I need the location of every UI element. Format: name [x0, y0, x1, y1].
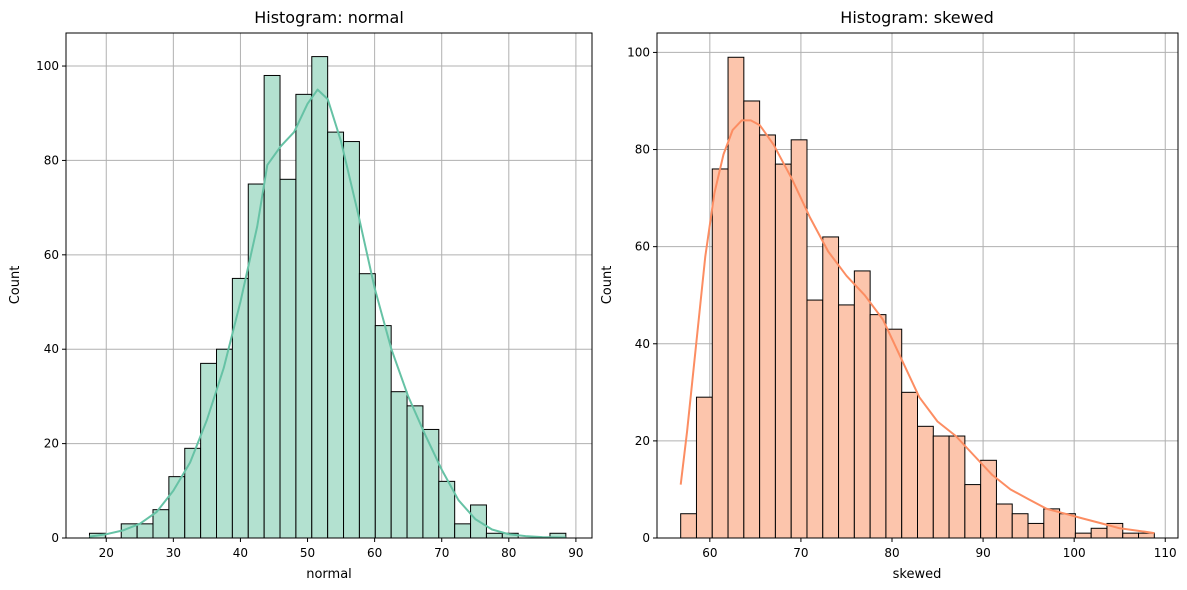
histogram-bar: [311, 56, 329, 539]
histogram-bar: [1027, 522, 1045, 539]
histogram-bar: [901, 391, 918, 539]
y-axis-label: Count: [600, 266, 615, 305]
y-tick-label: 60: [44, 248, 59, 262]
plot-frame: [65, 32, 593, 539]
histogram-bar: [216, 348, 233, 539]
histogram-bar: [680, 513, 697, 539]
histogram-bar: [485, 532, 503, 539]
kde-line: [89, 88, 566, 539]
x-tick-label: 30: [166, 546, 181, 560]
histogram-bar: [806, 299, 824, 539]
x-tick-label: 70: [793, 546, 808, 560]
y-tick-label: 0: [642, 531, 650, 545]
histogram-bar: [1074, 532, 1092, 539]
y-axis: 0 20 40 60 80 100: [36, 59, 66, 545]
histogram-bar: [995, 503, 1013, 539]
x-axis-label: skewed: [893, 567, 942, 582]
x-tick-label: 60: [367, 546, 382, 560]
y-tick-label: 40: [44, 342, 59, 356]
histogram-bar: [869, 314, 887, 539]
histogram-bar: [184, 447, 202, 539]
y-axis-label: Count: [8, 266, 23, 305]
x-tick-label: 40: [233, 546, 248, 560]
histogram-bar: [885, 328, 903, 539]
histogram-bar: [790, 139, 808, 539]
histogram-bar: [695, 396, 713, 539]
histogram-bar: [711, 168, 729, 539]
x-axis: 20 30 40 50 60 70 80 90: [99, 538, 584, 560]
x-tick-label: 80: [501, 546, 516, 560]
histogram-bar: [1138, 532, 1155, 539]
plot-frame: [656, 32, 1179, 539]
x-tick-label: 60: [702, 546, 717, 560]
x-tick-label: 70: [434, 546, 449, 560]
histogram-bar: [948, 435, 966, 539]
histogram-bar: [774, 163, 792, 539]
histogram-bar: [853, 270, 871, 539]
bars: [88, 56, 567, 539]
y-tick-label: 80: [44, 153, 59, 167]
x-tick-label: 80: [884, 546, 899, 560]
x-tick-label: 110: [1154, 546, 1177, 560]
y-axis: 0 20 40 60 80 100: [627, 45, 657, 545]
histogram-bar: [390, 391, 408, 539]
histogram-bar: [231, 277, 249, 539]
histogram-bar: [327, 131, 345, 539]
histogram-bar: [759, 134, 776, 539]
chart-title: Histogram: normal: [254, 8, 404, 27]
histogram-bar: [454, 523, 472, 539]
histogram-bar: [932, 435, 950, 539]
histogram-bar: [838, 304, 855, 539]
y-tick-label: 0: [51, 531, 59, 545]
y-tick-label: 100: [627, 45, 650, 59]
chart-title: Histogram: skewed: [840, 8, 993, 27]
histogram-bar: [1059, 513, 1076, 539]
histogram-bar: [727, 56, 745, 539]
histogram-bar: [343, 141, 360, 539]
histogram-bar: [247, 183, 265, 539]
histogram-bar: [1122, 532, 1140, 539]
histogram-bar: [295, 93, 313, 539]
panel-normal: 20 30 40 50 60 70 80 90 0 20 40 60 80 100 Histogram:…: [8, 8, 593, 582]
histogram-bar: [136, 523, 154, 539]
x-axis-label: normal: [306, 567, 352, 582]
panel-skewed: 60 70 80 90 100 110 0 20 40 60 80 100 Histogram: s…: [600, 8, 1179, 582]
y-tick-label: 60: [635, 240, 650, 254]
histogram-bar: [374, 325, 392, 539]
y-tick-label: 20: [44, 437, 59, 451]
kde-line: [679, 119, 1155, 535]
histogram-bar: [279, 178, 297, 539]
histogram-bar: [200, 362, 218, 539]
histogram-bar: [1090, 527, 1108, 539]
histogram-bar: [1043, 508, 1061, 539]
x-tick-label: 50: [300, 546, 315, 560]
y-tick-label: 100: [36, 59, 59, 73]
y-tick-label: 20: [635, 434, 650, 448]
histogram-bar: [822, 236, 840, 539]
kde-curve: [679, 119, 1155, 535]
histogram-bar: [917, 425, 934, 539]
x-tick-label: 90: [975, 546, 990, 560]
x-axis: 60 70 80 90 100 110: [702, 538, 1177, 560]
histogram-bar: [964, 484, 982, 539]
x-tick-label: 100: [1063, 546, 1086, 560]
histogram-bar: [358, 273, 376, 539]
histogram-bar: [263, 74, 281, 539]
x-tick-label: 90: [568, 546, 583, 560]
x-tick-label: 20: [99, 546, 114, 560]
histogram-bar: [1011, 513, 1029, 539]
histogram-bar: [743, 100, 761, 539]
y-tick-label: 80: [635, 143, 650, 157]
kde-curve: [89, 88, 566, 539]
y-tick-label: 40: [635, 337, 650, 351]
